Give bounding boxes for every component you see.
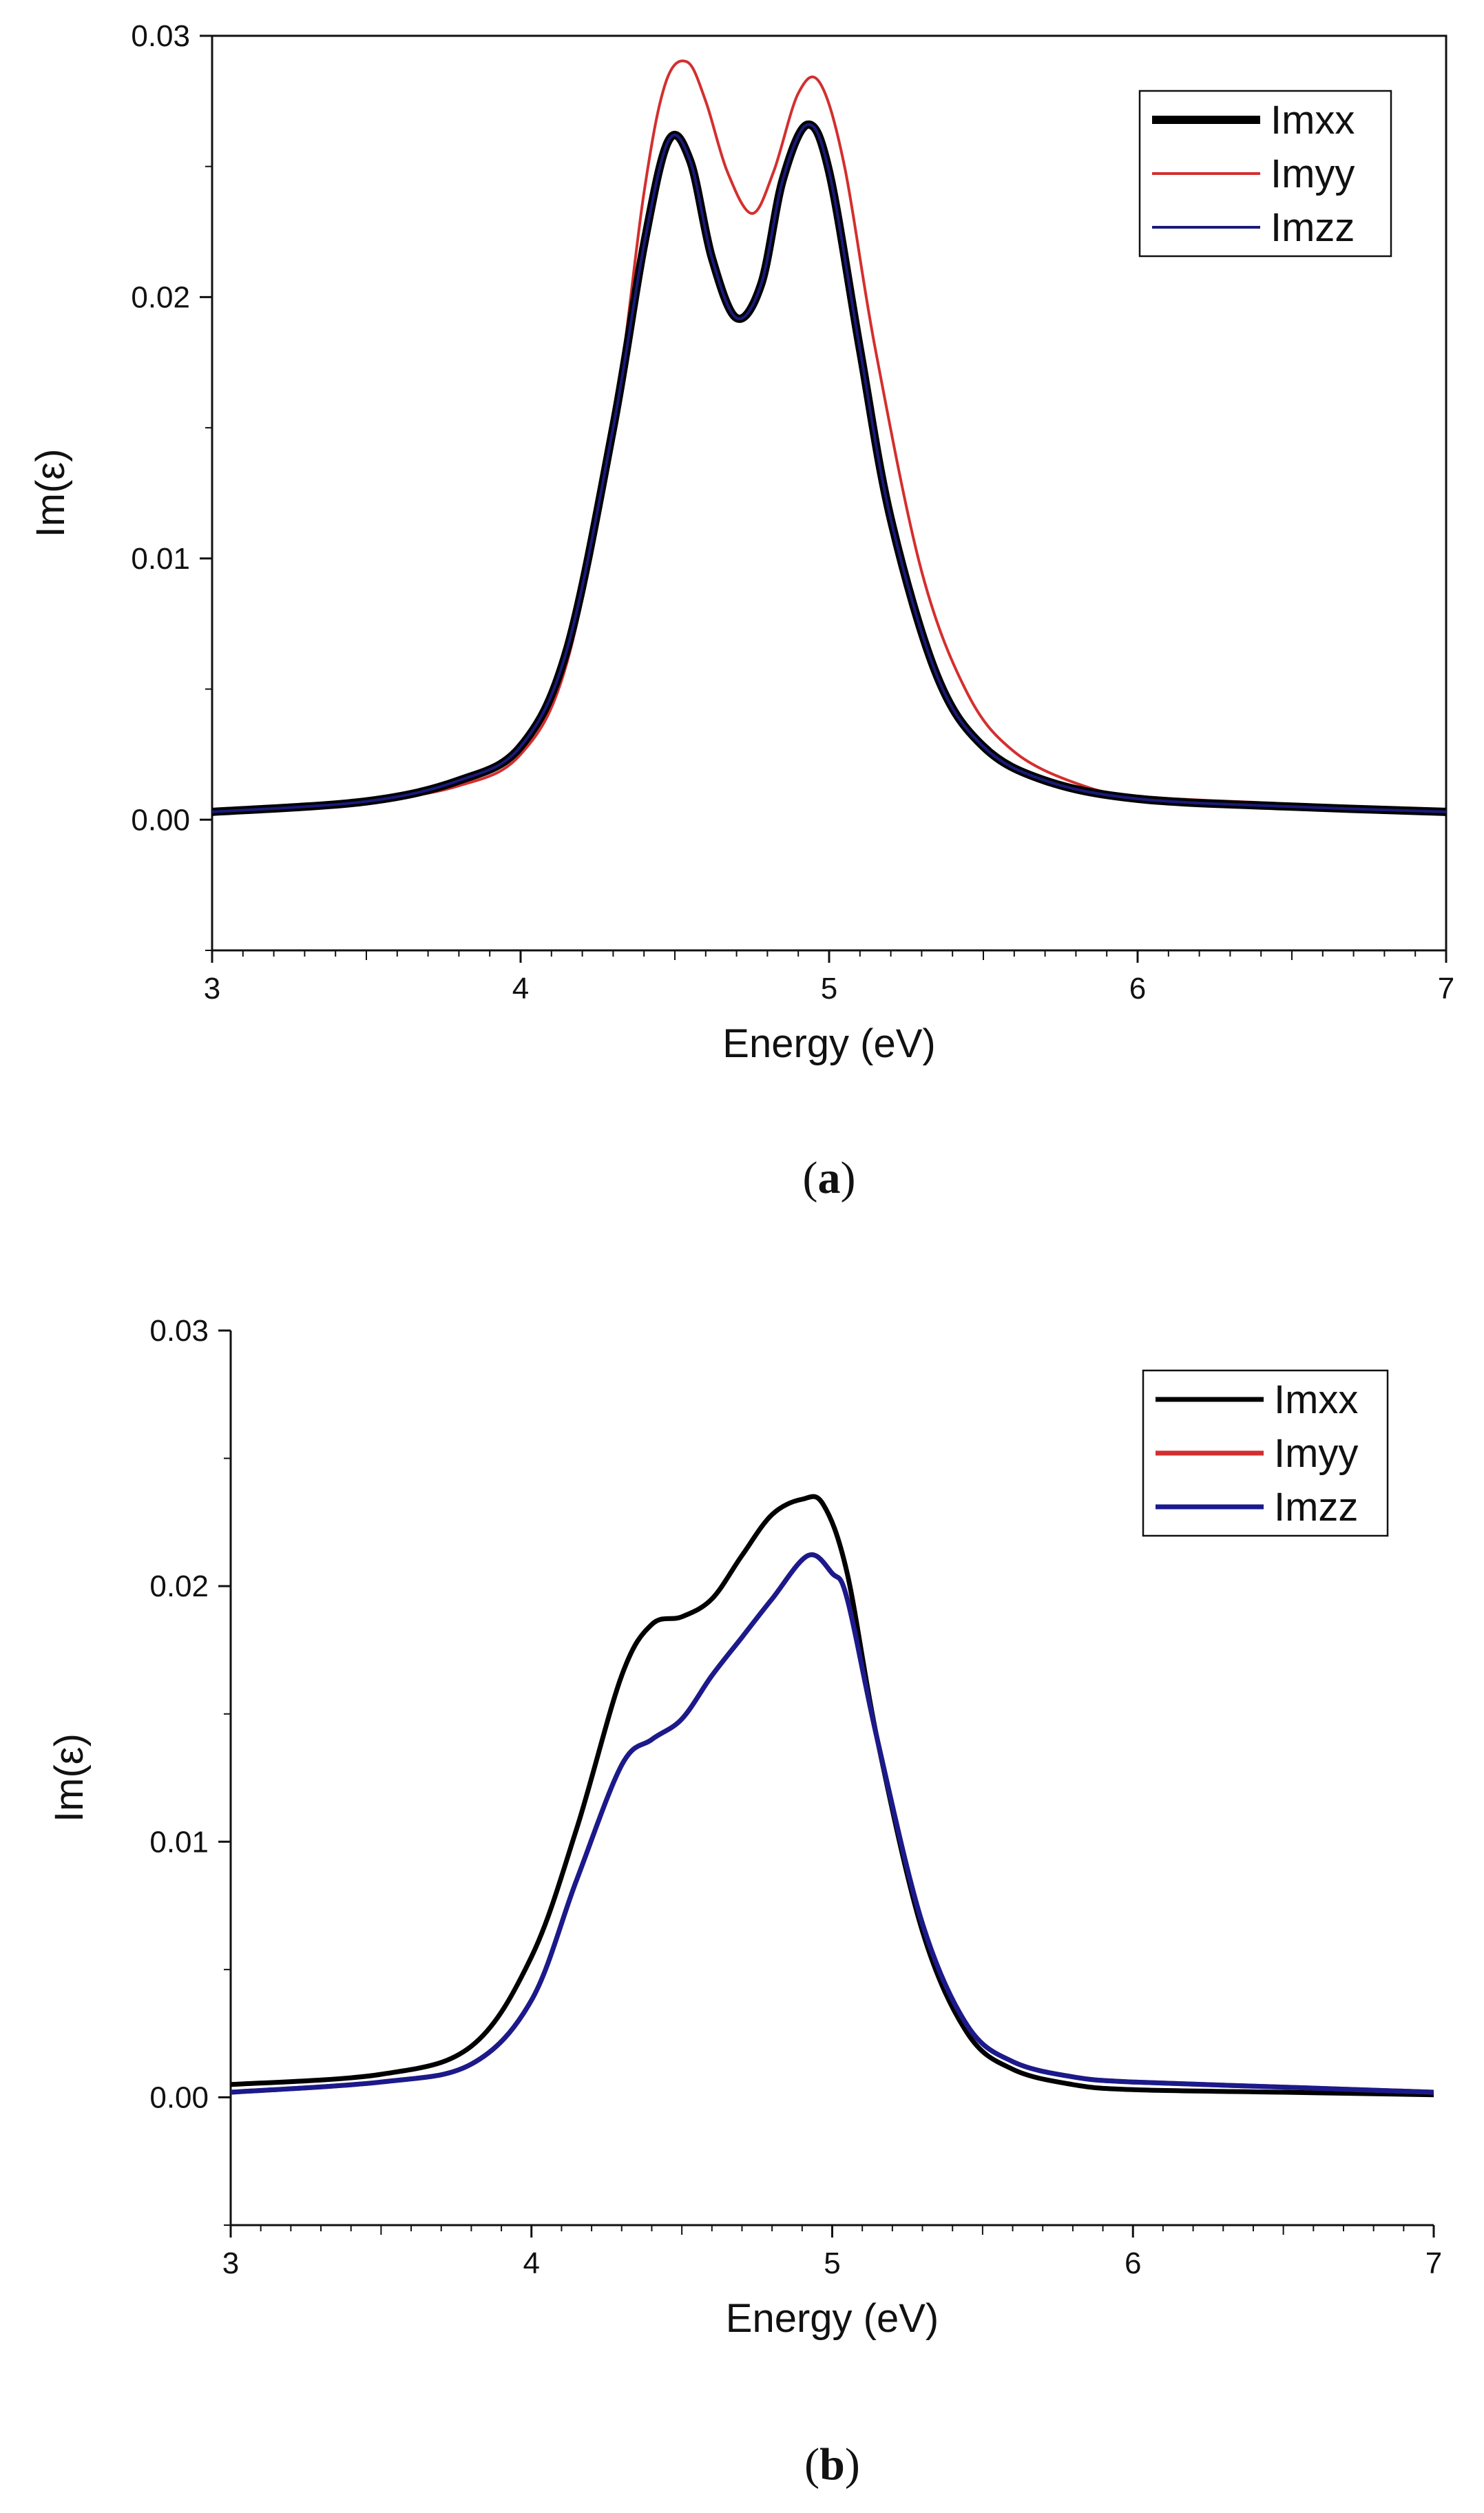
y-tick-label: 0.00 (131, 803, 190, 837)
x-tick-label: 3 (222, 2246, 239, 2280)
chart-panel-b: 3 4 5 6 7 0.00 0.01 0.02 0.03 Energy (eV) Im(ε) Imx… (47, 1314, 1442, 2490)
legend-label-imxx: Imxx (1271, 98, 1355, 143)
y-tick-label: 0.02 (131, 280, 190, 314)
legend-label-imxx: Imxx (1274, 1377, 1358, 1422)
x-tick-label: 6 (1125, 2246, 1141, 2280)
y-tick-label: 0.02 (149, 1570, 209, 1603)
chart-panel-a: 3 4 5 6 7 0.00 0.01 0.02 0.03 Energy (eV) Im(ε) Imx… (28, 19, 1454, 1203)
legend: Imxx Imyy Imzz (1138, 90, 1392, 258)
legend-label-imzz: Imzz (1271, 205, 1355, 250)
y-axis-label: Im(ε) (28, 449, 73, 538)
x-tick-label: 6 (1129, 972, 1146, 1005)
caption-close: ) (845, 2439, 860, 2490)
legend-label-imyy: Imyy (1271, 152, 1355, 196)
legend-label-imyy: Imyy (1274, 1431, 1358, 1476)
y-axis-label: Im(ε) (47, 1733, 92, 1822)
x-tick-label: 3 (204, 972, 220, 1005)
x-tick-label: 4 (523, 2246, 540, 2280)
legend: Imxx Imyy Imzz (1142, 1369, 1389, 1537)
y-tick-label: 0.03 (149, 1314, 209, 1348)
x-axis-label: Energy (eV) (722, 1021, 935, 1066)
caption-letter: b (819, 2439, 845, 2490)
y-tick-label: 0.01 (131, 542, 190, 576)
y-tick-label: 0.00 (149, 2081, 209, 2114)
x-tick-label: 5 (821, 972, 837, 1005)
caption-open: ( (803, 1153, 818, 1203)
y-tick-label: 0.01 (149, 1825, 209, 1859)
x-tick-label: 7 (1425, 2246, 1442, 2280)
series-line-imzz (212, 123, 1446, 813)
x-tick-label: 4 (512, 972, 529, 1005)
panel-caption: (a) (803, 1153, 856, 1203)
series-lines (212, 59, 1446, 816)
series-lines (231, 1494, 1434, 2098)
caption-open: ( (804, 2439, 819, 2490)
series-line-imyy (212, 59, 1446, 813)
series-line-imxx (231, 1494, 1434, 2098)
series-line-imyy (231, 1552, 1434, 2095)
x-axis-label: Energy (eV) (726, 2296, 939, 2341)
y-tick-label: 0.03 (131, 19, 190, 53)
x-tick-label: 7 (1438, 972, 1454, 1005)
series-line-imzz (231, 1552, 1434, 2095)
caption-close: ) (841, 1153, 856, 1203)
x-tick-label: 5 (824, 2246, 840, 2280)
caption-letter: a (818, 1153, 841, 1203)
panel-caption: (b) (804, 2439, 860, 2490)
legend-label-imzz: Imzz (1274, 1485, 1358, 1530)
